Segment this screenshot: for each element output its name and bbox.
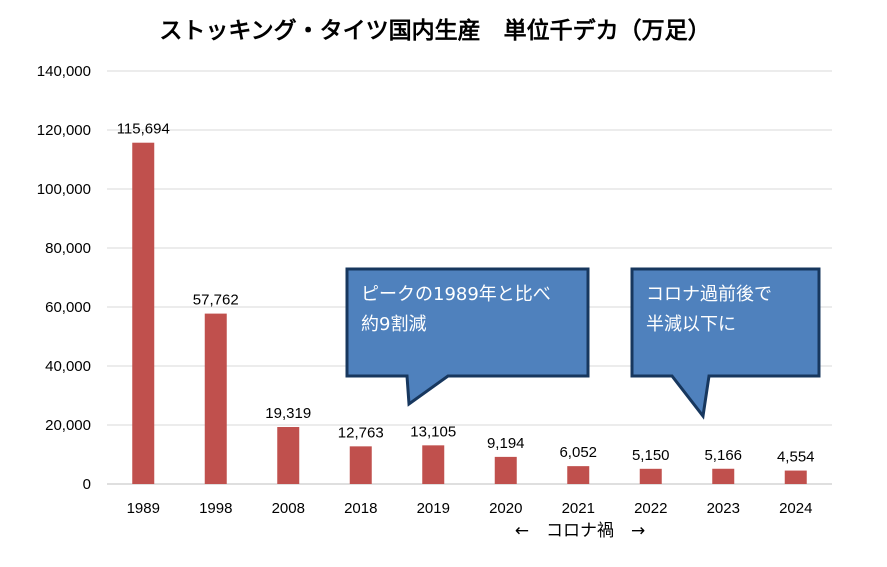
bar-2023 — [712, 468, 735, 484]
x-tick-label-2018: 2018 — [344, 500, 377, 517]
y-tick-label: 0 — [83, 476, 91, 493]
callout-corona-shape — [630, 267, 821, 420]
data-label-2019: 13,105 — [410, 423, 456, 440]
y-tick-label: 140,000 — [37, 63, 91, 80]
x-tick-label-2021: 2021 — [562, 500, 595, 517]
x-tick-label-2024: 2024 — [779, 500, 812, 517]
bar-2022 — [639, 468, 662, 484]
bar-2008 — [277, 427, 300, 484]
callout-peak-line2: 約9割減 — [361, 314, 426, 335]
data-label-1998: 57,762 — [193, 292, 239, 309]
y-axis-ticks: 0 20,000 40,000 60,000 80,000 100,000 120,000 1… — [37, 63, 91, 493]
data-label-1989: 115,694 — [117, 121, 170, 138]
y-tick-label: 100,000 — [37, 181, 91, 198]
chart-title: ストッキング・タイツ国内生産 単位千デカ（万足） — [159, 17, 710, 44]
bar-1989 — [132, 142, 155, 484]
bar-2021 — [567, 466, 590, 484]
callout-corona-line1: コロナ過前後で — [646, 284, 772, 305]
data-label-2022: 5,150 — [632, 447, 670, 464]
x-tick-label-1998: 1998 — [199, 500, 232, 517]
bar-1998 — [204, 313, 227, 484]
x-axis-ticks: 1989 1998 2008 2018 2019 2020 2021 2022 2023 2024 — [127, 500, 813, 517]
corona-period-note: ← コロナ禍 → — [515, 521, 646, 541]
y-tick-label: 120,000 — [37, 122, 91, 139]
y-tick-label: 20,000 — [45, 417, 91, 434]
data-label-2018: 12,763 — [338, 424, 384, 441]
x-tick-label-2023: 2023 — [707, 500, 740, 517]
bars — [132, 142, 807, 484]
data-label-2020: 9,194 — [487, 435, 525, 452]
callout-corona: コロナ過前後で 半減以下に — [630, 267, 821, 420]
x-tick-label-1989: 1989 — [127, 500, 160, 517]
bar-2018 — [349, 446, 372, 484]
data-labels: 115,694 57,762 19,319 12,763 13,105 9,194 6,05… — [117, 121, 815, 466]
data-label-2024: 4,554 — [777, 449, 815, 466]
x-tick-label-2020: 2020 — [489, 500, 522, 517]
bar-2019 — [422, 445, 445, 484]
callout-peak-line1: ピークの1989年と比べ — [361, 284, 551, 305]
callout-peak-comparison: ピークの1989年と比べ 約9割減 — [345, 267, 590, 407]
y-tick-label: 80,000 — [45, 240, 91, 257]
y-tick-label: 60,000 — [45, 299, 91, 316]
x-tick-label-2008: 2008 — [272, 500, 305, 517]
x-tick-label-2019: 2019 — [417, 500, 450, 517]
data-label-2023: 5,166 — [704, 447, 742, 464]
x-tick-label-2022: 2022 — [634, 500, 667, 517]
bar-2024 — [784, 470, 807, 484]
y-tick-label: 40,000 — [45, 358, 91, 375]
bar-2020 — [494, 456, 517, 484]
data-label-2008: 19,319 — [265, 405, 311, 422]
callout-peak-shape — [345, 267, 590, 407]
callout-corona-line2: 半減以下に — [646, 314, 736, 335]
data-label-2021: 6,052 — [559, 444, 597, 461]
